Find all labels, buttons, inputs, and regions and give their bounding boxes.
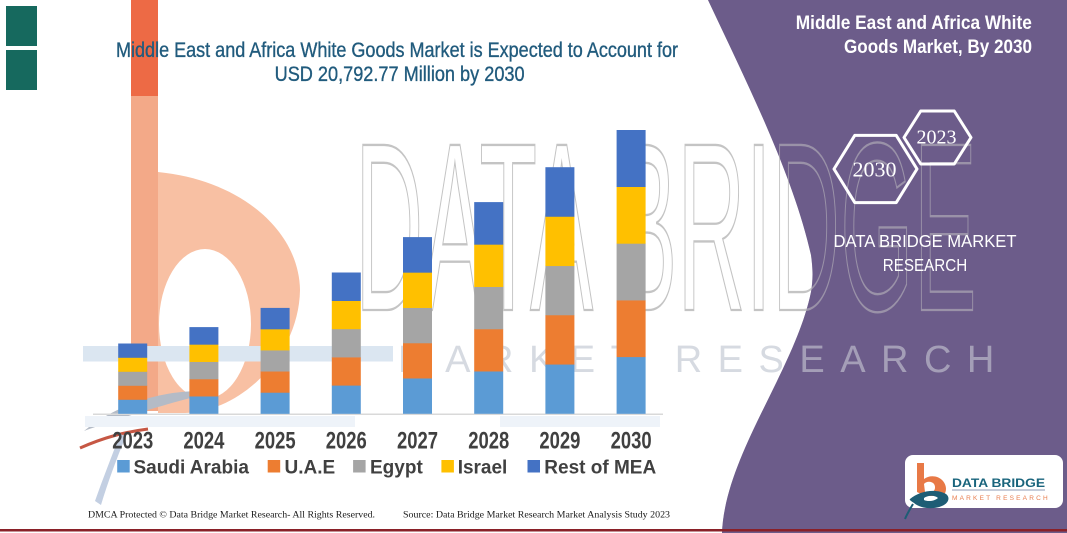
svg-text:Egypt: Egypt <box>370 458 423 479</box>
svg-text:Middle East and Africa White G: Middle East and Africa White Goods Marke… <box>116 39 678 62</box>
svg-text:USD 20,792.77 Million by 2030: USD 20,792.77 Million by 2030 <box>275 63 525 86</box>
svg-text:Israel: Israel <box>458 458 508 479</box>
svg-text:Middle East and Africa White: Middle East and Africa White <box>796 13 1032 34</box>
svg-text:Source: Data Bridge Market Res: Source: Data Bridge Market Research Mark… <box>403 511 670 521</box>
svg-text:2030: 2030 <box>853 158 897 182</box>
svg-text:2026: 2026 <box>326 428 367 455</box>
svg-text:2023: 2023 <box>112 428 153 455</box>
svg-text:2025: 2025 <box>255 428 296 455</box>
svg-text:2024: 2024 <box>183 428 225 455</box>
svg-text:2029: 2029 <box>539 428 580 455</box>
svg-text:U.A.E: U.A.E <box>285 458 336 479</box>
svg-text:Rest of MEA: Rest of MEA <box>544 458 656 479</box>
svg-text:DMCA Protected © Data Bridge M: DMCA Protected © Data Bridge Market Rese… <box>88 510 375 521</box>
svg-text:2027: 2027 <box>397 428 438 455</box>
svg-text:Saudi Arabia: Saudi Arabia <box>134 458 250 479</box>
svg-text:MARKET RESEARCH: MARKET RESEARCH <box>952 495 1050 502</box>
svg-text:Goods Market, By 2030: Goods Market, By 2030 <box>844 37 1032 58</box>
svg-text:DATA BRIDGE: DATA BRIDGE <box>355 93 977 361</box>
svg-text:DATA BRIDGE: DATA BRIDGE <box>952 478 1045 490</box>
svg-text:RESEARCH: RESEARCH <box>883 255 967 275</box>
svg-text:2028: 2028 <box>468 428 509 455</box>
svg-text:2030: 2030 <box>611 428 652 455</box>
svg-text:DATA BRIDGE MARKET: DATA BRIDGE MARKET <box>834 231 1017 251</box>
svg-text:2023: 2023 <box>917 127 957 149</box>
